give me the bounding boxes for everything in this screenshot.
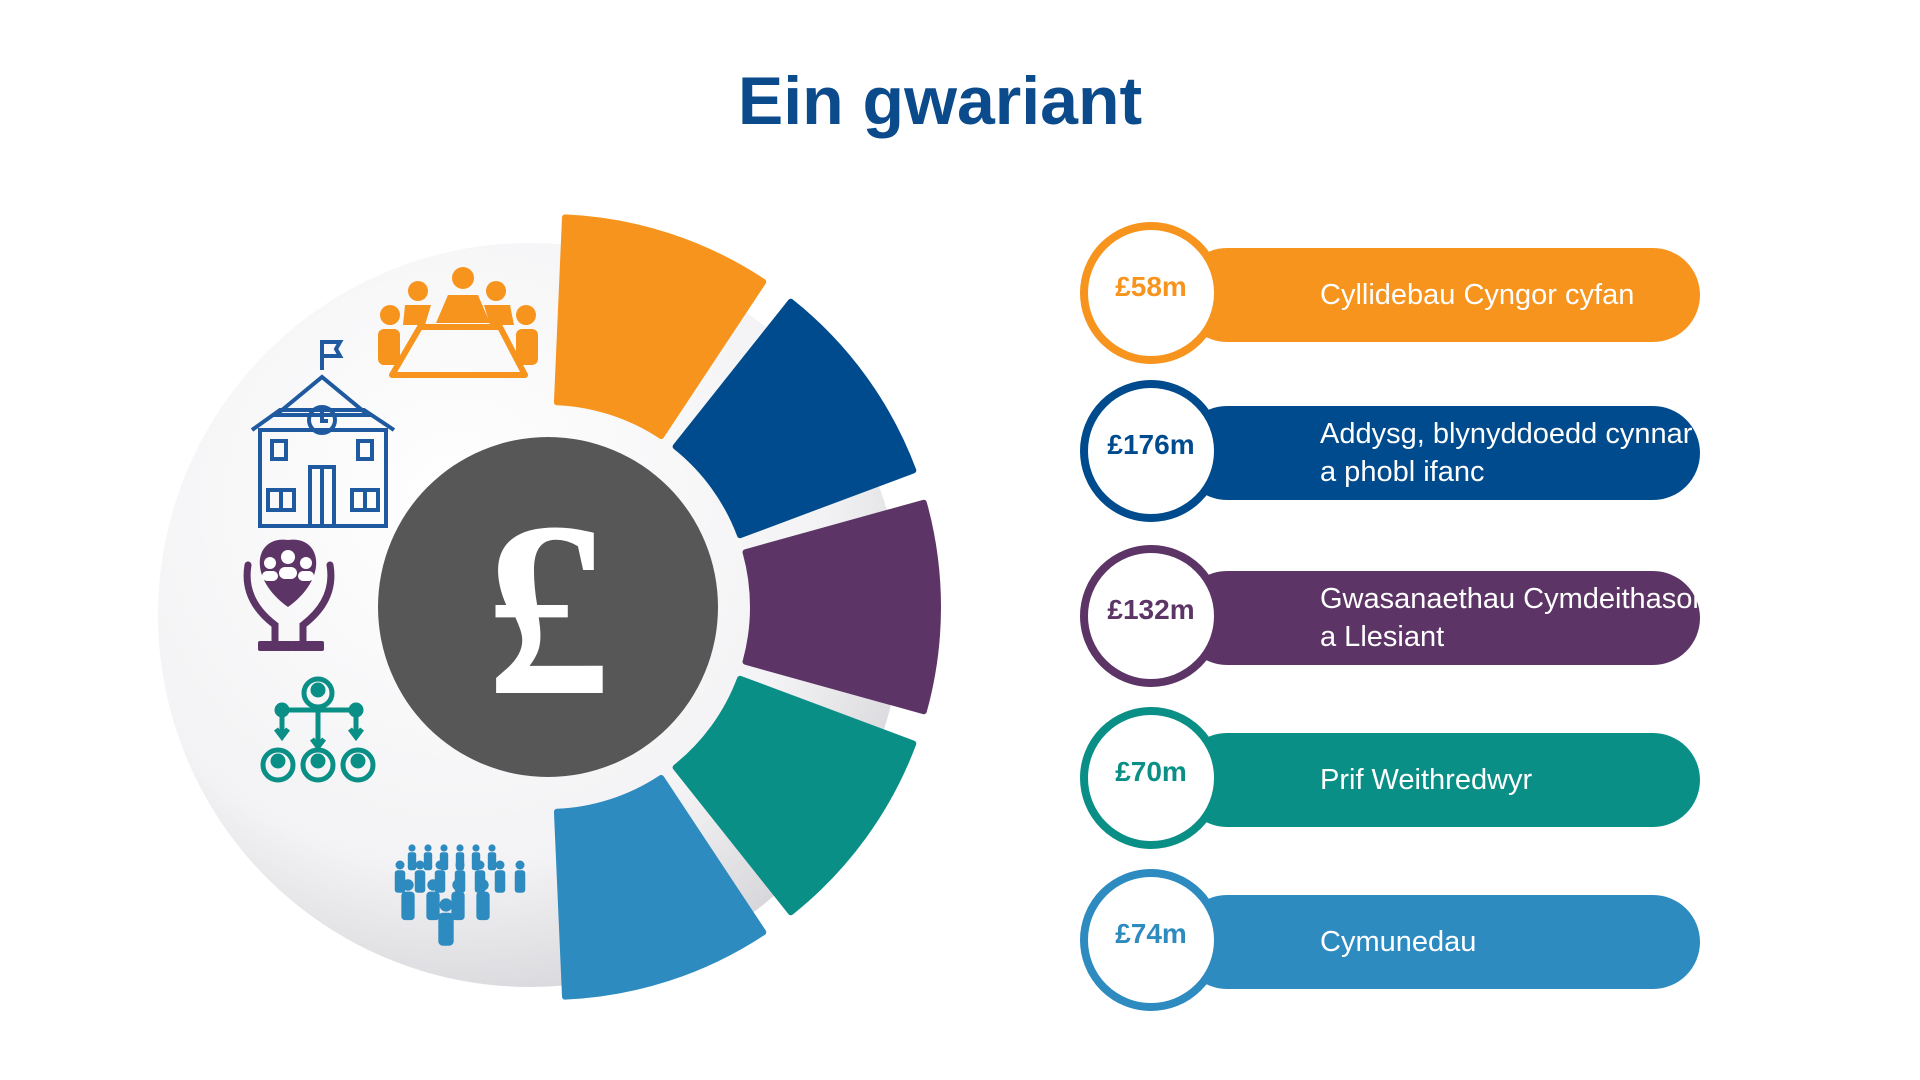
person-body [438,912,454,946]
person-body [494,870,506,893]
person-head [408,844,416,852]
amount-badge: £70m [1080,707,1222,849]
amount-badge: £176m [1080,380,1222,522]
wheel-segment [672,298,917,539]
person-body [394,870,406,893]
person-head [475,860,485,870]
person-head [435,860,445,870]
amount-badge: £132m [1080,545,1222,687]
amount-value: £176m [1107,429,1195,460]
person-head [415,860,425,870]
spending-legend: Cyllidebau Cyngor cyfan £58m Addysg, blyny… [1080,0,1720,1080]
amount-badge: £58m [1080,222,1222,364]
heart-hands-family-icon [243,539,335,651]
person-head [402,879,414,891]
school-building-icon [250,340,396,528]
amount-value: £58m [1115,271,1187,302]
legend-item: Cyllidebau Cyngor cyfan £58m [1080,218,1700,368]
legend-label: Gwasanaethau Cymdeithasol a Llesiant [1320,583,1699,653]
amount-badge: £74m [1080,869,1222,1011]
person-body [451,891,465,921]
wheel-segment [553,774,767,1000]
amount-value: £74m [1115,918,1187,949]
person-body [401,891,415,921]
legend-item: Addysg, blynyddoedd cynnar a phobl ifanc… [1080,376,1700,526]
wheel-segment [742,499,941,715]
pound-coin-icon [378,437,718,777]
amount-value: £70m [1115,756,1187,787]
legend-label: Addysg, blynyddoedd cynnar a phobl ifanc [1320,418,1693,488]
person-body [426,891,440,921]
legend-label: Prif Weithredwyr [1320,764,1533,796]
person-head [472,844,480,852]
amount-value: £132m [1107,594,1195,625]
legend-pill: Cymunedau [1180,895,1700,989]
person-body [476,891,490,921]
page-title: Ein gwariant [737,63,1143,139]
legend-pill: Prif Weithredwyr [1180,733,1700,827]
legend-item: Gwasanaethau Cymdeithasol a Llesiant £132… [1080,541,1700,691]
person-head [427,879,439,891]
legend-label: Cymunedau [1320,926,1477,958]
person-head [477,879,489,891]
hierarchy-people-icon [260,676,376,783]
person-body [407,852,417,871]
person-body [414,870,426,893]
person-head [515,860,525,870]
legend-item: Cymunedau £74m [1080,865,1700,1015]
person-head [456,844,464,852]
person-head [424,844,432,852]
person-head [440,844,448,852]
crowd-icon [394,844,526,946]
person-head [439,898,453,912]
person-head [395,860,405,870]
person-body [423,852,433,871]
spending-wheel: £ [158,214,941,1000]
wheel-segment [672,675,917,916]
legend-label: Cyllidebau Cyngor cyfan [1320,279,1635,311]
legend-pill: Addysg, blynyddoedd cynnar a phobl ifanc [1180,406,1700,500]
person-head [455,860,465,870]
person-body [487,852,497,871]
person-head [452,879,464,891]
person-body [514,870,526,893]
legend-pill: Cyllidebau Cyngor cyfan [1180,248,1700,342]
legend-pill: Gwasanaethau Cymdeithasol a Llesiant [1180,571,1700,665]
person-head [488,844,496,852]
wheel-segment [553,214,767,440]
pound-symbol: £ [486,471,611,748]
legend-item: Prif Weithredwyr £70m [1080,703,1700,853]
meeting-table-icon [378,267,538,378]
person-head [495,860,505,870]
